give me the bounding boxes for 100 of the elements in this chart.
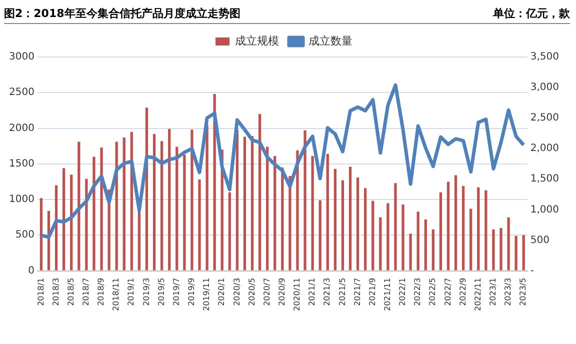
x-tick-label: 2021/9 (368, 278, 377, 306)
bar (168, 128, 171, 270)
bar (446, 182, 450, 270)
bar (258, 114, 262, 270)
bar (477, 187, 480, 270)
legend-label: 成立数量 (308, 34, 352, 48)
y-tick-label: 2000 (8, 122, 34, 134)
bar (470, 208, 472, 270)
x-tick-label: 2021/1 (308, 278, 317, 306)
bar (62, 168, 66, 270)
bar (288, 176, 292, 270)
bar (326, 154, 329, 270)
bar (274, 156, 276, 270)
y-tick-label: 2500 (8, 87, 34, 98)
x-tick-label: 2019/5 (156, 278, 166, 306)
x-tick-label: 2022/11 (473, 278, 482, 311)
bar (341, 180, 344, 270)
bar (432, 229, 434, 270)
x-tick-label: 2019/1 (126, 278, 136, 306)
bar (514, 236, 518, 270)
x-tick-label: 2020/9 (277, 278, 286, 306)
x-tick-label: 2022/7 (443, 278, 452, 306)
bar (379, 217, 382, 270)
bar (122, 138, 126, 270)
bar (85, 178, 88, 270)
y2-tick-label: 1,500 (530, 174, 560, 185)
chart-title: 图2：2018年至今集合信托产品月度成立走势图 (4, 6, 240, 20)
bar (364, 188, 367, 270)
bar (409, 234, 412, 270)
x-tick-label: 2018/3 (51, 278, 60, 306)
bar (160, 141, 164, 270)
x-tick-label: 2019/9 (187, 278, 196, 306)
legend-label: 成立规模 (235, 34, 279, 48)
bar (348, 166, 352, 270)
x-tick-label: 2018/11 (112, 278, 121, 311)
x-tick-label: 2023/1 (488, 278, 498, 306)
bar (206, 124, 208, 270)
bar (266, 146, 269, 270)
y-tick-label: 1000 (8, 194, 34, 206)
bar (228, 192, 231, 270)
bar (439, 192, 442, 270)
y2-tick-label: 2,000 (530, 143, 560, 154)
y-tick-label: 500 (15, 230, 34, 241)
x-tick-label: 2022/3 (413, 278, 422, 306)
x-tick-label: 2021/11 (383, 278, 392, 311)
bar (100, 147, 103, 270)
x-tick-label: 2019/7 (172, 278, 181, 306)
bar (492, 229, 495, 270)
bar (92, 156, 96, 270)
bar (176, 146, 178, 270)
x-tick-label: 2022/1 (398, 278, 408, 306)
y2-tick-label: 1,000 (530, 204, 560, 216)
bar (138, 210, 141, 270)
bar (416, 212, 420, 270)
bar (311, 156, 314, 270)
bar (304, 130, 306, 270)
bar (296, 150, 299, 270)
bar (424, 219, 427, 270)
x-tick-label: 2019/11 (202, 278, 212, 311)
bar (402, 204, 404, 270)
y2-tick-label: 3,000 (530, 82, 560, 94)
x-tick-label: 2018/5 (66, 278, 76, 306)
y-tick-label: 0 (28, 265, 34, 276)
x-tick-label: 2020/7 (262, 278, 272, 306)
x-tick-label: 2021/5 (338, 278, 347, 306)
bar (462, 186, 465, 270)
y-tick-label: 3000 (8, 52, 34, 63)
bar (394, 183, 397, 270)
bar (334, 168, 336, 270)
bar (522, 235, 525, 270)
x-tick-label: 2022/9 (458, 278, 468, 306)
y-tick-label: 1500 (8, 158, 34, 170)
bar (386, 203, 390, 270)
y2-tick-label: 3,500 (530, 52, 560, 63)
text: 单位：亿元，款 (493, 6, 570, 20)
bar (236, 130, 239, 270)
x-tick-label: 2020/1 (217, 278, 226, 306)
x-tick-label: 2020/5 (247, 278, 256, 306)
bar (454, 175, 458, 270)
bar (318, 200, 322, 270)
y2-tick-label: 2,500 (530, 112, 560, 124)
x-tick-label: 2018/9 (96, 278, 106, 306)
bar (190, 130, 194, 270)
bar (372, 200, 374, 270)
x-tick-label: 2020/11 (292, 278, 302, 311)
bar (40, 198, 43, 270)
bar (250, 136, 254, 270)
bar (70, 174, 73, 270)
bar (243, 136, 246, 270)
x-tick-label: 2019/3 (142, 278, 151, 306)
bar (198, 180, 201, 270)
bar (484, 190, 488, 270)
x-tick-label: 2021/7 (352, 278, 362, 306)
x-tick-label: 2023/5 (518, 278, 528, 306)
bar (152, 134, 156, 270)
bar (356, 177, 360, 270)
x-tick-label: 2022/5 (428, 278, 438, 306)
x-tick-label: 2023/3 (504, 278, 513, 306)
bar (507, 217, 510, 270)
x-tick-label: 2018/1 (36, 278, 46, 306)
